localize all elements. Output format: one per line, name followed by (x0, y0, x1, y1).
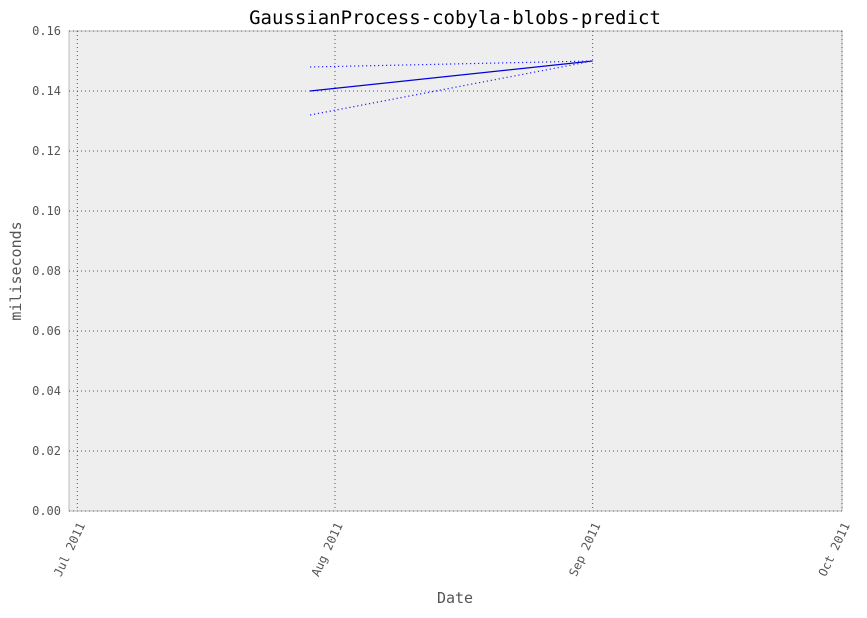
y-tick-label: 0.00 (32, 504, 61, 518)
y-tick-labels: 0.00 0.02 0.04 0.06 0.08 0.10 0.12 0.14 0.16 (32, 24, 61, 518)
y-axis-label: miliseconds (7, 221, 25, 320)
y-tick-label: 0.02 (32, 444, 61, 458)
y-tick-label: 0.14 (32, 84, 61, 98)
grid-lines (69, 30, 843, 512)
y-tick-label: 0.16 (32, 24, 61, 38)
y-tick-label: 0.10 (32, 204, 61, 218)
x-tick-label: Oct 2011 (816, 520, 853, 578)
series-mean-line (309, 60, 593, 92)
x-axis-label: Date (437, 589, 473, 607)
chart-title: GaussianProcess-cobyla-blobs-predict (249, 7, 661, 29)
y-tick-label: 0.06 (32, 324, 61, 338)
x-tick-label: Sep 2011 (566, 520, 603, 578)
y-tick-label: 0.08 (32, 264, 61, 278)
series-lines (309, 60, 593, 116)
y-tick-label: 0.04 (32, 384, 61, 398)
plot-background (68, 30, 843, 512)
x-tick-label: Jul 2011 (51, 520, 88, 578)
y-tick-label: 0.12 (32, 144, 61, 158)
x-tick-label: Aug 2011 (309, 520, 346, 578)
x-tick-labels: Jul 2011 Aug 2011 Sep 2011 Oct 2011 (51, 520, 853, 578)
